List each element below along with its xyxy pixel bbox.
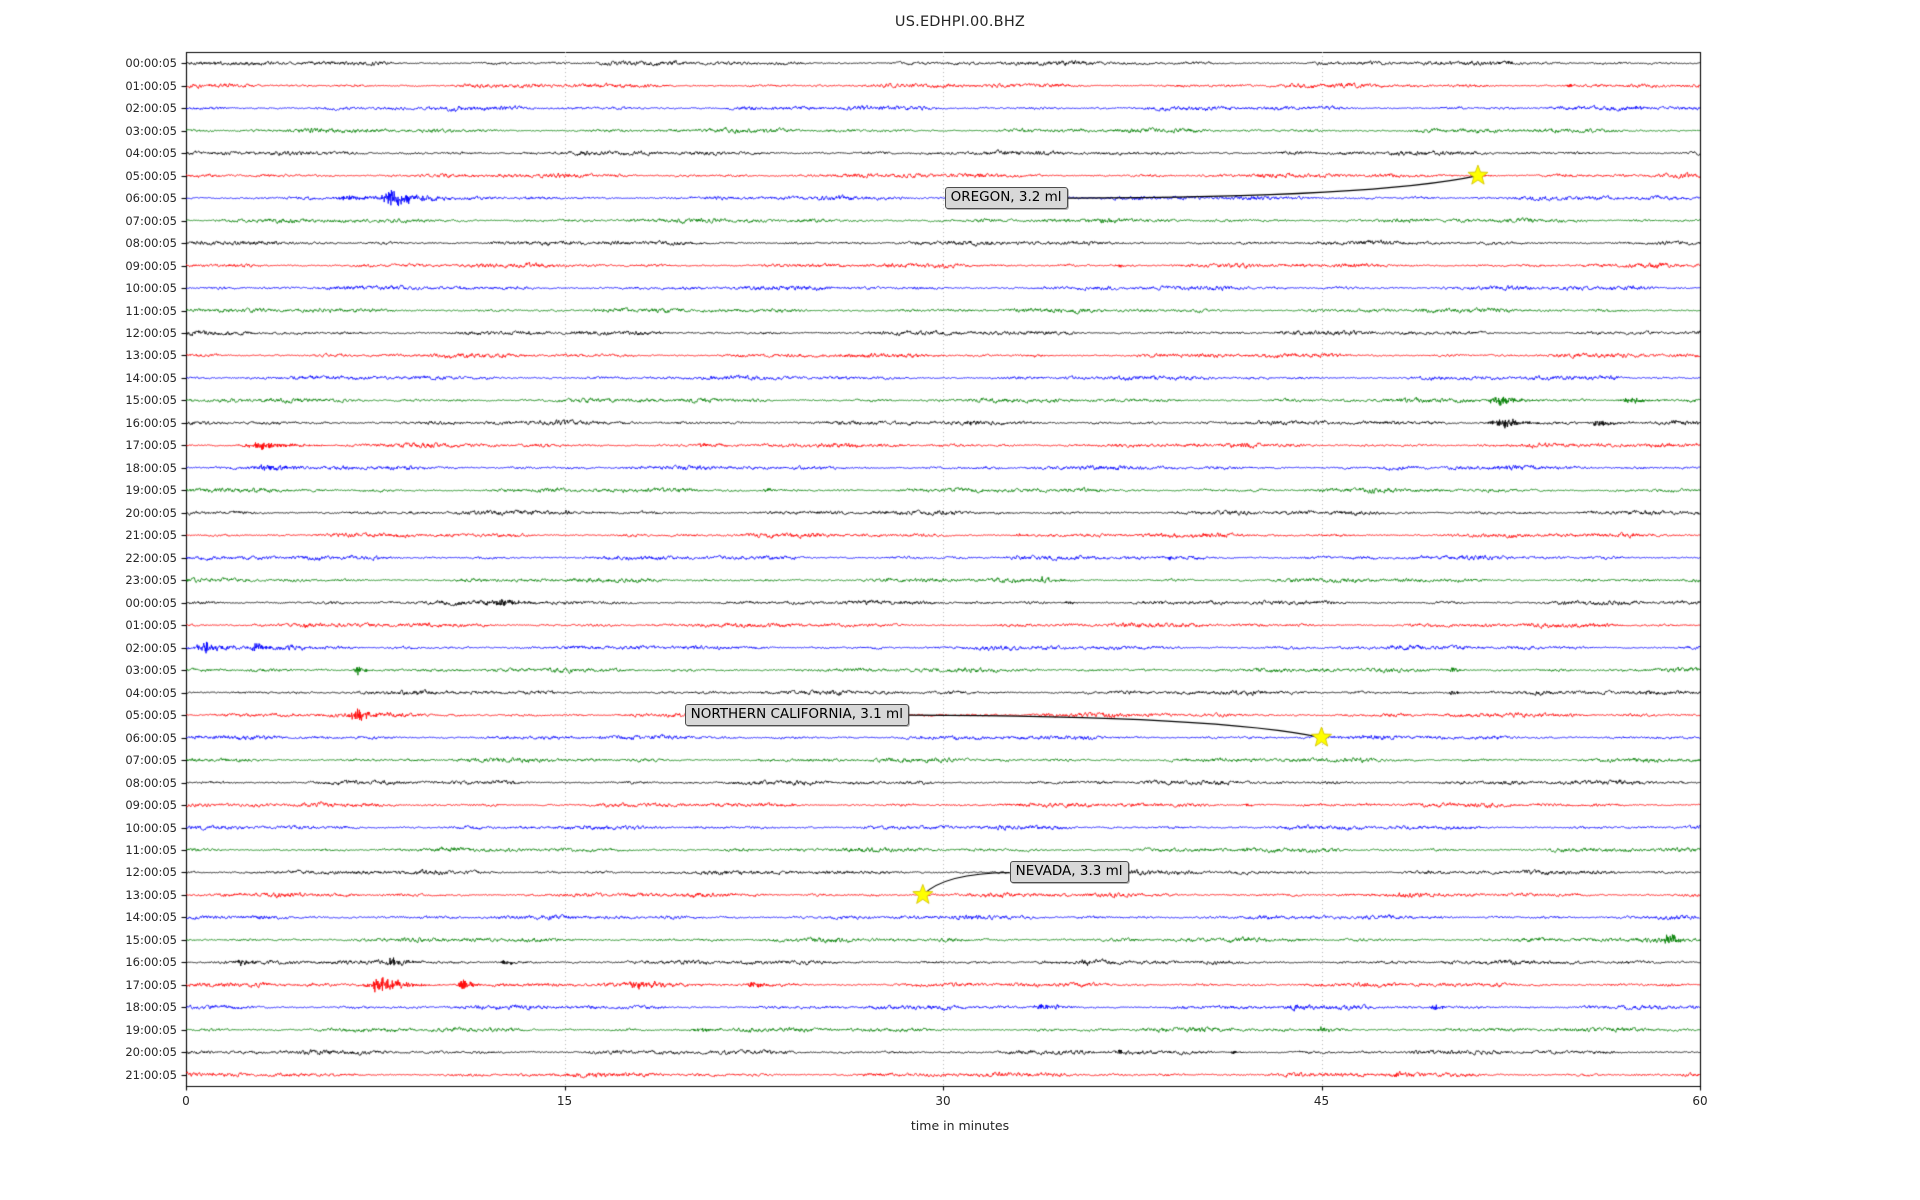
y-tick-label-row-2: 02:00:05 (125, 101, 177, 116)
y-tick-label-row-15: 15:00:05 (125, 393, 177, 408)
y-tick-label-row-29: 05:00:05 (125, 708, 177, 723)
y-tick-label-row-30: 06:00:05 (125, 730, 177, 745)
y-tick-label-row-40: 16:00:05 (125, 955, 177, 970)
y-tick-label-row-27: 03:00:05 (125, 663, 177, 678)
x-axis-label: time in minutes (910, 1118, 1010, 1133)
y-tick-label-row-24: 00:00:05 (125, 595, 177, 610)
y-tick-label-row-5: 05:00:05 (125, 168, 177, 183)
y-tick-label-row-20: 20:00:05 (125, 505, 177, 520)
x-tick-label-30: 30 (935, 1094, 951, 1108)
y-tick-label-row-26: 02:00:05 (125, 640, 177, 655)
y-tick-label-row-7: 07:00:05 (125, 213, 177, 228)
y-tick-label-row-3: 03:00:05 (125, 123, 177, 138)
y-tick-label-row-39: 15:00:05 (125, 932, 177, 947)
y-tick-label-row-35: 11:00:05 (125, 842, 177, 857)
y-tick-label-row-6: 06:00:05 (125, 191, 177, 206)
x-tick-label-45: 45 (1313, 1094, 1330, 1108)
y-tick-label-row-33: 09:00:05 (125, 798, 177, 813)
y-tick-label-row-11: 11:00:05 (125, 303, 177, 318)
y-tick-label-row-1: 01:00:05 (125, 78, 177, 93)
y-tick-label-row-32: 08:00:05 (125, 775, 177, 790)
y-tick-label-row-36: 12:00:05 (125, 865, 177, 880)
y-tick-label-row-9: 09:00:05 (125, 258, 177, 273)
y-tick-label-row-22: 22:00:05 (125, 550, 177, 565)
y-tick-label-row-43: 19:00:05 (125, 1022, 177, 1037)
y-tick-label-row-44: 20:00:05 (125, 1045, 177, 1060)
x-tick-label-60: 60 (1692, 1094, 1708, 1108)
y-tick-label-row-10: 10:00:05 (125, 281, 177, 296)
y-tick-label-row-25: 01:00:05 (125, 618, 177, 633)
y-tick-label-row-31: 07:00:05 (125, 753, 177, 768)
y-tick-label-row-41: 17:00:05 (125, 977, 177, 992)
y-tick-label-row-21: 21:00:05 (125, 528, 177, 543)
event-label-northern-california-event[interactable]: NORTHERN CALIFORNIA, 3.1 ml (684, 704, 909, 727)
event-label-oregon-event[interactable]: OREGON, 3.2 ml (944, 187, 1068, 210)
y-tick-label-row-34: 10:00:05 (125, 820, 177, 835)
y-tick-label-row-16: 16:00:05 (125, 415, 177, 430)
y-tick-label-row-23: 23:00:05 (125, 573, 177, 588)
y-tick-label-row-28: 04:00:05 (125, 685, 177, 700)
y-tick-label-row-37: 13:00:05 (125, 887, 177, 902)
event-label-nevada-event[interactable]: NEVADA, 3.3 ml (1009, 861, 1129, 884)
y-tick-label-row-45: 21:00:05 (125, 1067, 177, 1082)
y-tick-label-row-8: 08:00:05 (125, 236, 177, 251)
x-tick-label-0: 0 (182, 1094, 190, 1108)
y-tick-label-row-14: 14:00:05 (125, 370, 177, 385)
y-tick-label-row-13: 13:00:05 (125, 348, 177, 363)
y-tick-label-row-17: 17:00:05 (125, 438, 177, 453)
y-tick-label-row-18: 18:00:05 (125, 460, 177, 475)
y-tick-label-row-4: 04:00:05 (125, 146, 177, 161)
y-tick-label-row-12: 12:00:05 (125, 325, 177, 340)
x-tick-label-15: 15 (556, 1094, 573, 1108)
y-tick-label-row-0: 00:00:05 (125, 56, 177, 71)
y-tick-label-row-38: 14:00:05 (125, 910, 177, 925)
y-tick-label-row-42: 18:00:05 (125, 1000, 177, 1015)
y-tick-label-row-19: 19:00:05 (125, 483, 177, 498)
